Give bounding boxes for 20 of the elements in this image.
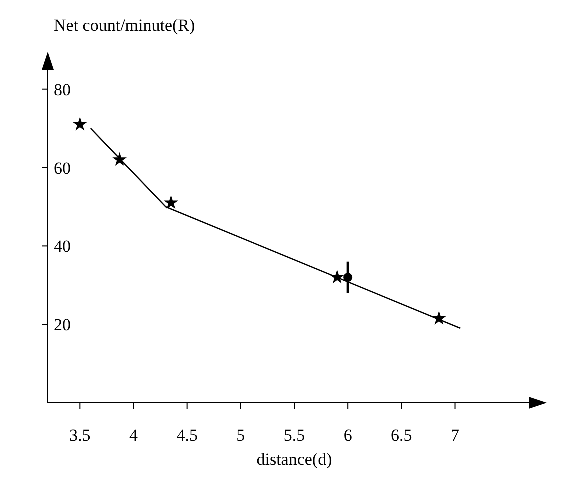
x-tick-label: 3.5	[70, 426, 91, 446]
point	[164, 196, 178, 210]
point	[112, 152, 127, 166]
point	[344, 273, 353, 282]
y-tick-label: 80	[54, 80, 71, 100]
y-tick-label: 20	[54, 316, 71, 335]
point	[432, 311, 446, 325]
x-tick-label: 4.5	[176, 426, 198, 446]
x-tick-label: 5.5	[284, 426, 306, 446]
x-tick-label: 6.5	[391, 426, 412, 446]
x-tick-label: 6	[344, 426, 352, 446]
x-tick-label: 7	[451, 426, 460, 446]
point	[72, 117, 88, 131]
x-axis-title: distance(d)	[256, 450, 332, 469]
y-axis-title: Net count/minute(R)	[54, 16, 196, 36]
x-tick-label: 5	[236, 426, 246, 446]
x-tick-label: 4	[129, 426, 138, 446]
point	[330, 270, 345, 284]
y-tick-label: 40	[54, 237, 71, 256]
y-tick-label: 60	[54, 158, 71, 178]
